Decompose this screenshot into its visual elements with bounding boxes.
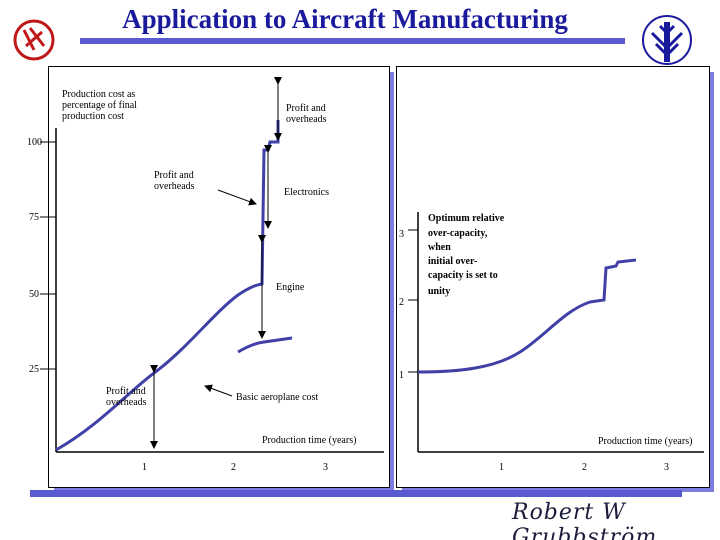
signature: Robert W Grubbström bbox=[512, 500, 658, 540]
left-y-tick-100: 100 bbox=[27, 137, 42, 148]
arrow-profit-mid-pointer bbox=[217, 189, 257, 206]
left-y-tick-25: 25 bbox=[29, 364, 39, 375]
bottom-bar bbox=[30, 490, 682, 497]
right-x-tick-2: 2 bbox=[582, 462, 587, 473]
right-y-tick-2: 2 bbox=[399, 297, 404, 308]
annotation-line-5: capacity is set to bbox=[428, 270, 498, 281]
annotation-line-6: unity bbox=[428, 286, 450, 297]
right-chart: 3 2 1 1 2 3 Production time (years) Opti… bbox=[399, 212, 704, 473]
page-title: Application to Aircraft Manufacturing bbox=[122, 4, 568, 34]
left-y-title-line-1: Production cost as bbox=[62, 89, 135, 100]
right-logo-icon bbox=[642, 15, 692, 65]
right-y-tick-3: 3 bbox=[399, 229, 404, 240]
label-electronics: Electronics bbox=[284, 187, 329, 198]
label-profit-mid-2: overheads bbox=[154, 181, 195, 192]
annotation-line-1: Optimum relative bbox=[428, 213, 505, 224]
left-x-tick-1: 1 bbox=[142, 462, 147, 473]
left-logo-icon bbox=[13, 19, 55, 61]
left-y-tick-75: 75 bbox=[29, 212, 39, 223]
right-chart-panel bbox=[396, 66, 710, 488]
label-profit-bottom-2: overheads bbox=[106, 397, 147, 408]
left-chart-panel bbox=[48, 66, 390, 488]
title-underline bbox=[80, 38, 625, 44]
label-basic: Basic aeroplane cost bbox=[236, 392, 318, 403]
left-x-label: Production time (years) bbox=[262, 435, 356, 446]
left-chart: Production cost as percentage of final p… bbox=[27, 77, 384, 473]
right-x-tick-3: 3 bbox=[664, 462, 669, 473]
right-x-label: Production time (years) bbox=[598, 436, 692, 447]
left-lower-tail bbox=[237, 336, 293, 354]
left-y-title-line-2: percentage of final bbox=[62, 100, 137, 111]
right-y-tick-1: 1 bbox=[399, 370, 404, 381]
left-x-tick-3: 3 bbox=[323, 462, 328, 473]
annotation-line-2: over-capacity, bbox=[428, 228, 488, 239]
annotation-line-4: initial over- bbox=[428, 256, 477, 267]
label-profit-top-1: Profit and bbox=[286, 103, 326, 114]
left-x-tick-2: 2 bbox=[231, 462, 236, 473]
label-profit-top-2: overheads bbox=[286, 114, 327, 125]
annotation-line-3: when bbox=[428, 242, 451, 253]
label-engine: Engine bbox=[276, 282, 305, 293]
label-profit-mid-1: Profit and bbox=[154, 170, 194, 181]
right-x-tick-1: 1 bbox=[499, 462, 504, 473]
right-overcapacity-curve bbox=[417, 258, 637, 374]
label-profit-bottom-1: Profit and bbox=[106, 386, 146, 397]
left-y-tick-50: 50 bbox=[29, 289, 39, 300]
left-y-title-line-3: production cost bbox=[62, 111, 124, 122]
arrow-basic-pointer bbox=[204, 384, 233, 397]
